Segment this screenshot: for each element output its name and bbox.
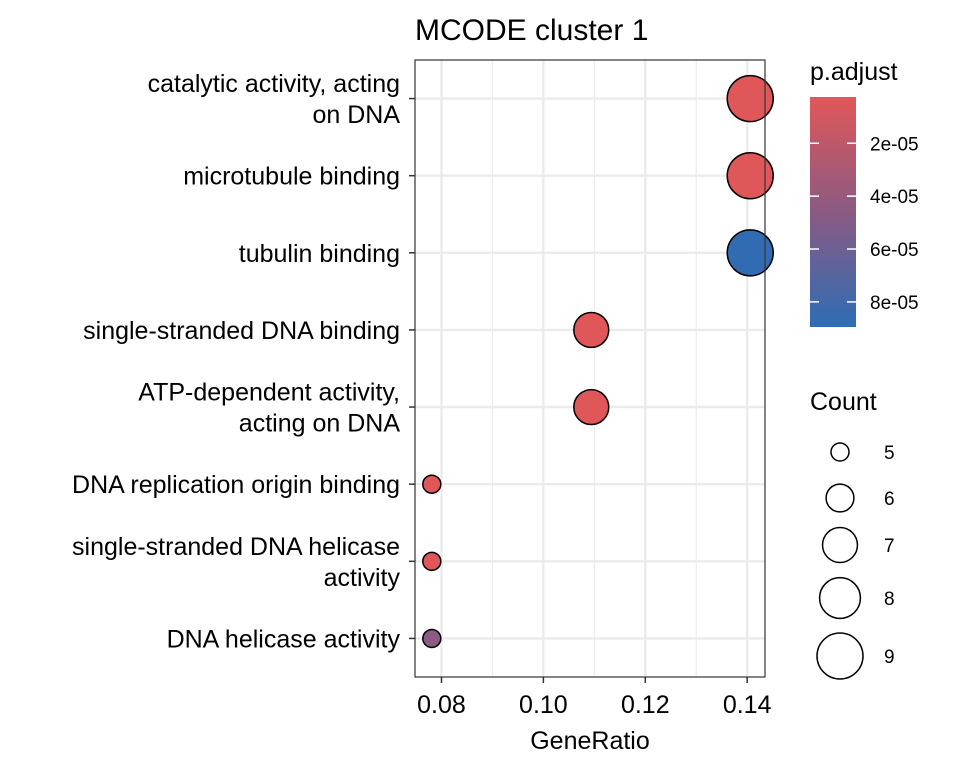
color-bar [810,97,856,327]
point-atp-dependent-activity-acting-on-dna [573,388,610,426]
point-tubulin-binding [726,229,774,277]
size-key-label: 7 [884,536,895,557]
color-tick-label: 8e-05 [870,293,919,314]
point-dna-replication-origin-binding [422,474,442,494]
size-legend: Count 5 6 7 8 9 [810,388,895,680]
x-axis: 0.08 0.10 0.12 0.14 [417,677,772,719]
y-tick-label-atp-dependent-activity-acting-on-dna: ATP-dependent activity, acting on DNA [138,379,400,438]
size-key-9 [816,632,864,680]
y-tick-label-dna-replication-origin-binding: DNA replication origin binding [72,471,400,499]
color-legend: p.adjust 2e-05 4e-05 6e-05 8e-05 [810,58,919,327]
size-key-6 [825,483,855,513]
y-axis: catalytic activity, acting on DNA microtub… [72,70,415,653]
point-single-stranded-dna-binding [573,311,610,349]
x-axis-title: GeneRatio [530,727,650,755]
gridlines [415,60,765,677]
point-single-stranded-dna-helicase-activity [422,551,442,572]
point-dna-helicase-activity [422,628,442,649]
x-tick-label: 0.10 [519,691,568,719]
data-points [422,74,774,649]
panel-border [414,59,766,678]
size-key-label: 5 [884,443,895,464]
size-key-5 [830,442,850,462]
y-tick-label-single-stranded-dna-helicase-activity: single-stranded DNA helicase activity [72,533,400,592]
color-legend-title: p.adjust [810,58,898,86]
point-microtubule-binding [726,151,774,200]
color-tick-label: 6e-05 [870,240,919,261]
y-tick-label-dna-helicase-activity: DNA helicase activity [167,625,401,653]
size-key-8 [818,576,862,620]
y-tick-label-catalytic-activity-acting-on-dna: catalytic activity, acting on DNA [148,70,401,129]
color-tick-label: 2e-05 [870,134,919,155]
y-tick-label-tubulin-binding: tubulin binding [239,240,400,268]
size-key-label: 8 [884,589,895,610]
x-tick-label: 0.12 [621,691,670,719]
size-key-label: 6 [884,489,895,510]
x-tick-label: 0.14 [723,691,772,719]
point-catalytic-activity-acting-on-dna [726,74,774,123]
y-tick-label-microtubule-binding: microtubule binding [183,163,400,191]
size-key-7 [821,526,859,564]
y-tick-label-single-stranded-dna-binding: single-stranded DNA binding [83,317,400,345]
color-tick-label: 4e-05 [870,187,919,208]
size-legend-title: Count [810,388,877,416]
chart-title: MCODE cluster 1 [415,14,648,47]
x-tick-label: 0.08 [417,691,466,719]
size-key-label: 9 [884,647,895,668]
